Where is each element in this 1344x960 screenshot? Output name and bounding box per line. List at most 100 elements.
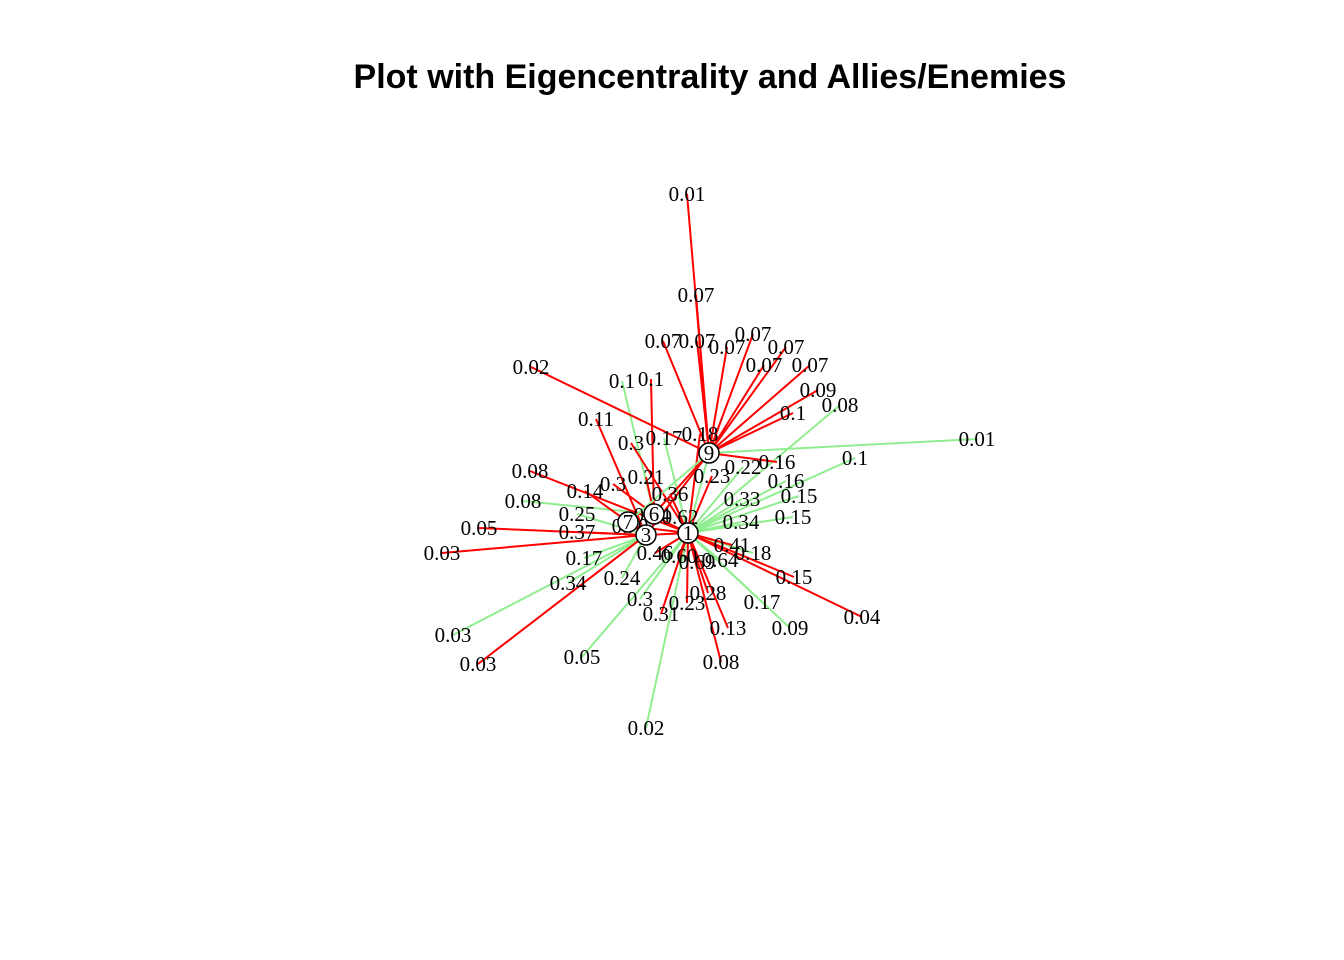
node-label: 0.07 xyxy=(746,353,783,377)
hub-label: 3 xyxy=(641,523,652,547)
node-label: 0.18 xyxy=(682,422,719,446)
edge-enemy xyxy=(687,532,863,618)
edge-enemy xyxy=(687,532,729,629)
hub-node xyxy=(617,511,639,533)
node-label: 0.21 xyxy=(628,465,665,489)
node-label: 0.14 xyxy=(567,479,604,503)
edge-ally xyxy=(687,480,787,534)
node-label: 0.18 xyxy=(735,541,772,565)
node-label: 0.17 xyxy=(566,546,603,570)
node-label: 0.09 xyxy=(772,616,809,640)
node-label: 0.03 xyxy=(435,623,472,647)
node-label: 0.11 xyxy=(578,407,614,431)
node-label: 0.08 xyxy=(512,459,549,483)
node-label: 0.23 xyxy=(694,464,731,488)
node-label: 0.22 xyxy=(725,455,762,479)
node-label: 0.05 xyxy=(461,516,498,540)
node-label: 0.15 xyxy=(776,565,813,589)
node-label: 0.01 xyxy=(669,182,706,206)
edge-ally xyxy=(576,513,647,536)
node-label: 0.33 xyxy=(724,487,761,511)
plot-title: Plot with Eigencentrality and Allies/Ene… xyxy=(353,58,1067,96)
node-label: 0.1 xyxy=(842,446,868,470)
node-label: 0.3 xyxy=(627,587,653,611)
node-label: 0.09 xyxy=(800,378,837,402)
hub-layer: 9 1 367 xyxy=(617,441,720,547)
edge-enemy xyxy=(708,389,819,454)
hub-node xyxy=(677,522,699,544)
node-label: 0.07 xyxy=(768,335,805,359)
edge-enemy xyxy=(708,412,794,454)
edge-enemy xyxy=(650,378,655,515)
node-label: 0.37 xyxy=(559,520,596,544)
node-label: 0.36 xyxy=(652,482,689,506)
edge-enemy xyxy=(708,452,778,463)
node-label: 0.04 xyxy=(844,605,881,629)
edge-enemy xyxy=(686,532,689,604)
node-label: 0.69 xyxy=(679,550,716,574)
edge-enemy xyxy=(662,340,710,454)
edge-enemy xyxy=(687,532,722,663)
edge-ally xyxy=(639,532,689,600)
edge-ally xyxy=(663,437,689,534)
edge-enemy xyxy=(708,346,728,454)
edge-enemy xyxy=(441,534,647,554)
edge-enemy xyxy=(687,433,701,534)
hub-link-enemy xyxy=(653,452,710,515)
edge-enemy xyxy=(477,534,647,665)
edge-enemy xyxy=(529,470,689,534)
node-label: 0.08 xyxy=(703,650,740,674)
node-label: 0.07 xyxy=(709,335,746,359)
node-label: 0.24 xyxy=(604,566,641,590)
node-label: 0.13 xyxy=(710,616,747,640)
edge-ally xyxy=(452,534,647,636)
hub-link-ally xyxy=(687,452,710,534)
node-label: 0.1 xyxy=(609,369,635,393)
node-label: 0.08 xyxy=(505,489,542,513)
node-label: 0.17 xyxy=(646,426,683,450)
node-label: 0.07 xyxy=(678,283,715,307)
hub-node xyxy=(643,503,665,525)
node-label: 0.60 xyxy=(661,544,698,568)
edge-enemy xyxy=(687,532,795,578)
edge-ally xyxy=(687,457,856,534)
edge-ally xyxy=(645,532,689,729)
node-label: 0.16 xyxy=(759,450,796,474)
node-label: 0.15 xyxy=(781,484,818,508)
node-label: 0.64 xyxy=(702,548,739,572)
edge-ally xyxy=(687,495,800,534)
edge-ally xyxy=(687,404,841,534)
hub-label: 7 xyxy=(623,510,634,534)
node-label: 0.02 xyxy=(628,716,665,740)
node-label: 0.17 xyxy=(744,590,781,614)
node-label: 0.16 xyxy=(768,469,805,493)
edge-ally xyxy=(708,438,978,454)
hub-link-ally xyxy=(627,452,710,523)
node-layer: 0.010.070.070.070.070.070.070.07 0.070.02… xyxy=(424,182,996,740)
node-label: 0.25 xyxy=(559,502,596,526)
node-label: 0.3 xyxy=(618,431,644,455)
node-label: 0.07 xyxy=(735,322,772,346)
node-label: 0.07 xyxy=(792,353,829,377)
edge-enemy xyxy=(630,442,689,534)
edge-ally xyxy=(567,534,647,584)
node-label: 0.41 xyxy=(714,533,751,557)
node-label: 0.31 xyxy=(643,602,680,626)
node-label: 0.23 xyxy=(669,591,706,615)
edge-enemy xyxy=(708,333,754,454)
hub-node xyxy=(635,524,657,546)
node-label: 0.15 xyxy=(775,505,812,529)
edge-ally xyxy=(687,466,744,534)
node-label: 0.01 xyxy=(959,427,996,451)
hub-label: 6 xyxy=(649,502,660,526)
edge-enemy xyxy=(708,364,765,454)
node-label: 0.28 xyxy=(690,581,727,605)
edge-layer xyxy=(441,193,978,729)
edge-enemy xyxy=(530,366,710,454)
edge-enemy xyxy=(696,340,710,454)
edge-enemy xyxy=(708,364,811,454)
edge-ally xyxy=(687,532,791,629)
node-label: 0.34 xyxy=(723,510,760,534)
node-label: 0.05 xyxy=(564,645,601,669)
node-label: 0.02 xyxy=(513,355,550,379)
